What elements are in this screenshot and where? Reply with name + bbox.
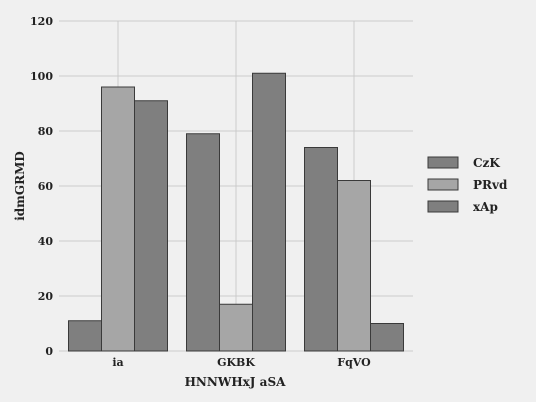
y-axis-title: idmGRMD (13, 151, 27, 221)
bar-xAp-ia (134, 100, 168, 352)
x-tick-label: GKBK (217, 356, 255, 369)
x-tick-label: FqVO (337, 356, 371, 369)
bar-xAp-GKBK (252, 72, 286, 352)
legend-label-PRvd: PRvd (473, 178, 508, 192)
legend-label-CzK: CzK (473, 156, 500, 170)
bar-CzK-GKBK (186, 133, 220, 352)
x-tick-label: ia (112, 356, 123, 369)
y-tick-label: 120 (30, 15, 53, 28)
y-tick-label: 20 (38, 290, 54, 303)
bar-PRvd-FqVO (337, 180, 371, 352)
x-axis-title: HNNWHxJ aSA (185, 375, 287, 389)
y-tick-label: 0 (45, 345, 53, 358)
bar-PRvd-ia (101, 86, 135, 352)
y-tick-label: 60 (38, 180, 54, 193)
bar-CzK-ia (68, 320, 102, 352)
legend-label-xAp: xAp (473, 200, 498, 214)
x-tick-labels: ia GKBK FqVO (112, 356, 371, 369)
bar-xAp-FqVO (370, 323, 404, 352)
y-tick-label: 100 (30, 70, 53, 83)
legend-swatch-xAp (427, 200, 459, 213)
bars-layer (68, 72, 404, 352)
legend: CzK PRvd xAp (427, 156, 508, 214)
legend-swatch-PRvd (427, 178, 459, 191)
y-tick-label: 80 (38, 125, 54, 138)
y-tick-labels: 0 20 40 60 80 100 120 (30, 15, 53, 358)
bar-CzK-FqVO (304, 147, 338, 352)
y-tick-label: 40 (38, 235, 54, 248)
legend-swatch-CzK (427, 156, 459, 169)
bar-PRvd-GKBK (219, 303, 253, 352)
